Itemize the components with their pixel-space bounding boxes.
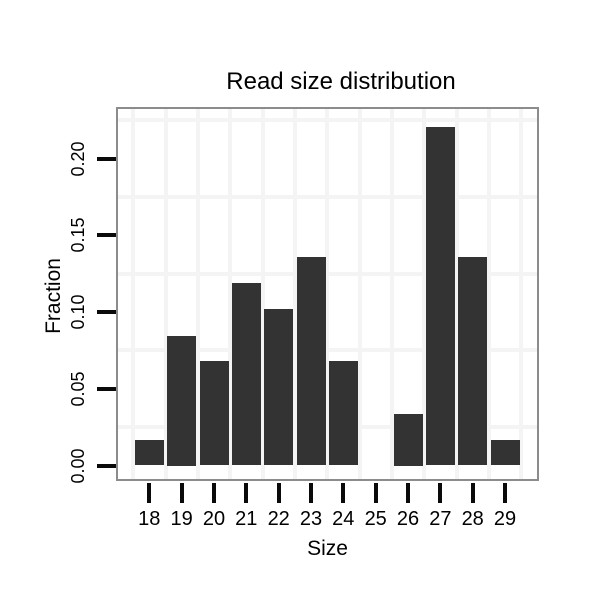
v-gridline <box>325 109 330 479</box>
bar <box>425 127 455 466</box>
x-tick-label: 23 <box>299 508 323 530</box>
h-gridline <box>118 118 537 123</box>
x-tick <box>373 483 378 503</box>
v-gridline <box>454 109 459 479</box>
bar <box>393 413 423 466</box>
x-tick <box>212 483 216 503</box>
chart-title: Read size distribution <box>226 68 456 95</box>
y-tick <box>97 156 116 161</box>
bar <box>134 439 164 466</box>
v-gridline <box>292 109 297 479</box>
y-tick <box>97 310 116 314</box>
h-gridline <box>118 425 537 430</box>
x-tick <box>438 483 443 503</box>
bar <box>167 335 197 466</box>
x-tick-label: 26 <box>396 508 420 530</box>
bar <box>199 361 229 466</box>
y-tick-label: 0.10 <box>68 294 88 330</box>
v-gridline <box>519 109 524 479</box>
x-tick-label: 19 <box>170 508 193 530</box>
x-tick <box>341 483 346 503</box>
x-tick <box>147 483 152 503</box>
v-gridline <box>163 109 168 479</box>
y-axis-title: Fraction <box>42 258 65 334</box>
bar <box>458 257 488 466</box>
x-tick-label: 25 <box>364 508 387 530</box>
v-gridline <box>195 109 200 479</box>
x-tick-label: 18 <box>138 508 161 530</box>
y-tick <box>97 386 116 391</box>
v-gridline <box>260 109 265 479</box>
x-tick-label: 29 <box>493 508 517 530</box>
bar <box>490 439 520 466</box>
x-axis-title: Size <box>307 537 348 560</box>
v-gridline <box>228 109 233 479</box>
y-tick-label: 0.15 <box>68 217 88 253</box>
x-tick-label: 22 <box>267 508 290 530</box>
bar <box>264 309 294 466</box>
y-tick-label: 0.05 <box>68 371 88 407</box>
x-tick <box>406 483 410 503</box>
v-gridline <box>131 109 136 479</box>
v-gridline <box>357 109 362 479</box>
x-tick <box>244 483 249 503</box>
bar <box>231 283 261 466</box>
v-gridline <box>422 109 427 479</box>
y-tick <box>97 463 116 468</box>
x-tick-label: 24 <box>332 508 355 530</box>
h-gridline <box>118 271 537 276</box>
h-gridline <box>118 194 537 199</box>
x-tick-label: 20 <box>202 508 226 530</box>
x-tick <box>470 483 475 503</box>
h-gridline <box>118 348 537 353</box>
y-tick <box>97 233 116 238</box>
x-tick <box>179 483 184 503</box>
x-tick-label: 28 <box>461 508 484 530</box>
x-tick-label: 27 <box>429 508 452 530</box>
y-tick-label: 0.00 <box>68 447 88 484</box>
x-tick-label: 21 <box>235 508 258 530</box>
v-gridline <box>389 109 394 479</box>
bar <box>328 361 358 466</box>
v-gridline <box>486 109 491 479</box>
bar <box>296 257 326 466</box>
x-tick <box>276 483 281 503</box>
plot-area <box>116 107 539 481</box>
x-tick <box>503 483 507 503</box>
x-tick <box>309 483 313 503</box>
y-tick-label: 0.20 <box>68 140 88 177</box>
